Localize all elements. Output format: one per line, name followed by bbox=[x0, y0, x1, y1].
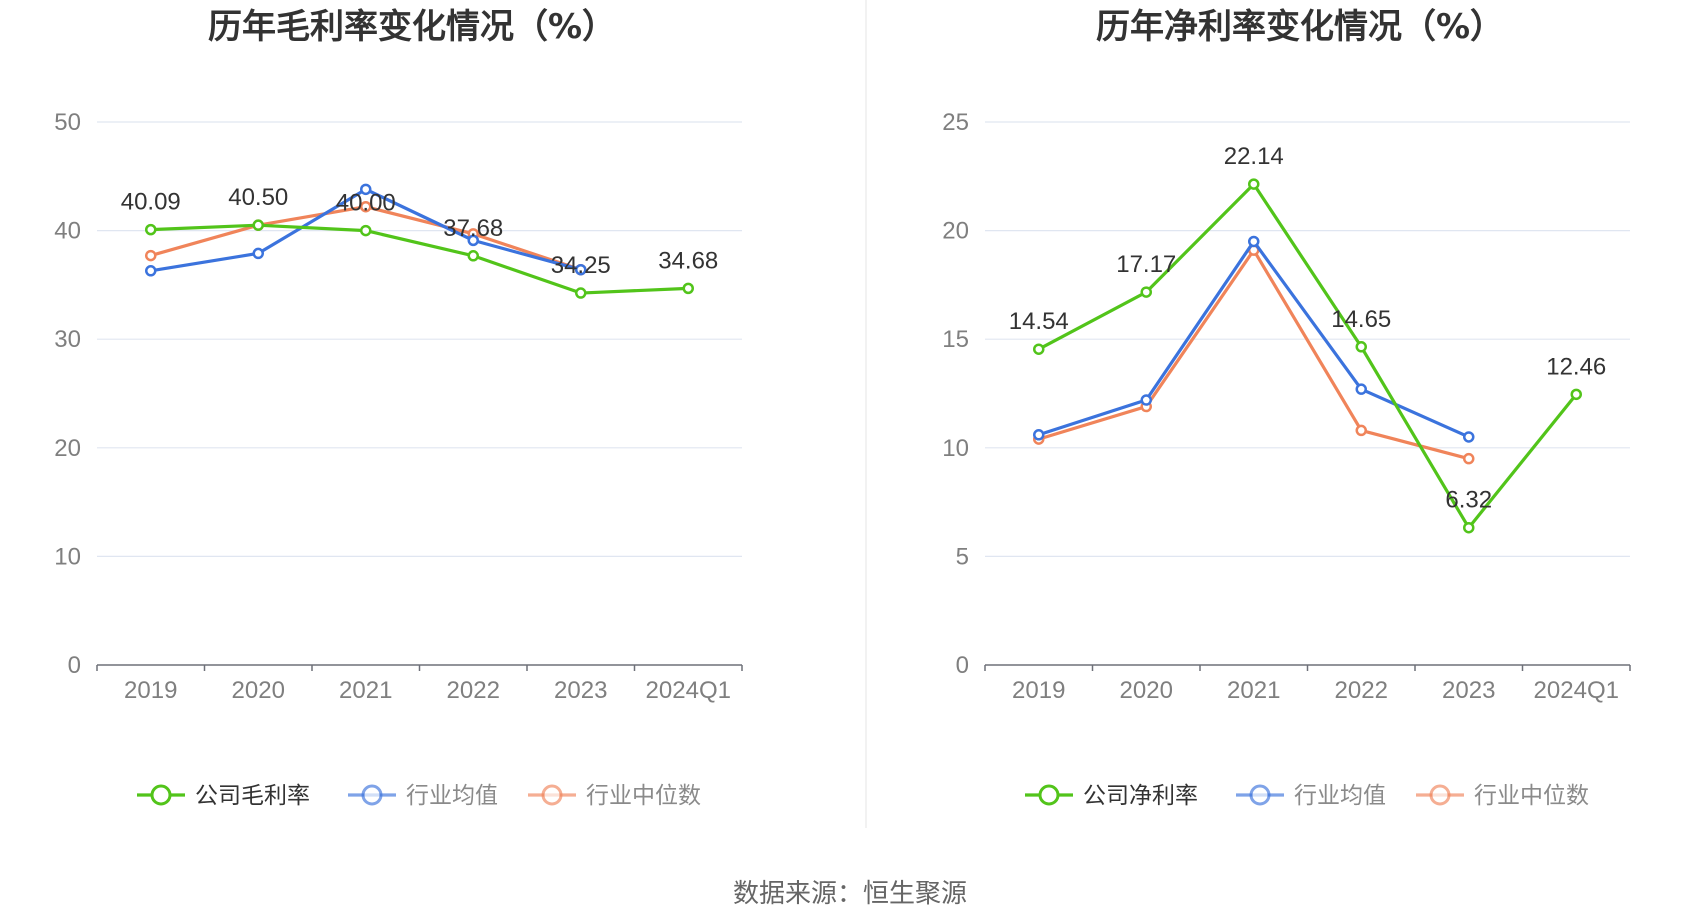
x-tick-label: 2022 bbox=[1335, 677, 1388, 704]
data-point bbox=[1570, 388, 1582, 401]
data-point bbox=[1248, 235, 1260, 248]
series-line bbox=[150, 223, 689, 295]
legend-marker bbox=[361, 784, 383, 806]
data-label: 40.50 bbox=[228, 184, 288, 211]
legend-label: 行业中位数 bbox=[586, 783, 701, 809]
data-point bbox=[360, 183, 372, 196]
data-point bbox=[1033, 343, 1045, 355]
data-point bbox=[1033, 429, 1045, 441]
chart-title: 历年净利率变化情况（%） bbox=[1096, 7, 1504, 47]
data-point bbox=[1248, 178, 1260, 190]
y-tick-label: 10 bbox=[54, 543, 81, 570]
y-tick-label: 25 bbox=[942, 109, 969, 136]
data-point bbox=[252, 219, 264, 231]
data-point bbox=[1140, 286, 1152, 298]
data-point bbox=[145, 223, 157, 236]
y-tick-label: 10 bbox=[942, 435, 969, 462]
data-point bbox=[360, 200, 372, 213]
data-point bbox=[145, 249, 157, 262]
y-tick-label: 30 bbox=[54, 326, 81, 353]
data-point bbox=[360, 224, 372, 237]
data-point bbox=[575, 287, 587, 299]
series-line bbox=[1037, 182, 1578, 530]
legend-label: 行业均值 bbox=[406, 783, 498, 809]
data-label: 22.14 bbox=[1224, 143, 1284, 170]
x-tick-label: 2023 bbox=[554, 677, 607, 704]
x-tick-label: 2022 bbox=[447, 677, 500, 704]
data-point bbox=[575, 263, 587, 276]
legend-item[interactable]: 行业均值 bbox=[348, 783, 498, 809]
x-tick-label: 2020 bbox=[1120, 677, 1173, 704]
data-label: 17.17 bbox=[1116, 251, 1176, 278]
data-label: 14.54 bbox=[1009, 308, 1069, 335]
legend-label: 公司净利率 bbox=[1083, 783, 1198, 809]
legend-marker bbox=[150, 784, 172, 806]
data-point bbox=[1463, 521, 1475, 534]
data-label: 34.68 bbox=[658, 247, 718, 274]
data-label: 14.65 bbox=[1331, 306, 1391, 333]
legend-marker bbox=[1038, 784, 1060, 806]
legend-label: 行业中位数 bbox=[1474, 783, 1589, 809]
data-label: 6.32 bbox=[1445, 487, 1492, 514]
data-point bbox=[1355, 383, 1367, 395]
y-tick-label: 15 bbox=[942, 326, 969, 353]
data-point bbox=[1140, 394, 1152, 406]
x-tick-label: 2024Q1 bbox=[1534, 677, 1619, 704]
legend-item[interactable]: 行业均值 bbox=[1236, 783, 1386, 809]
x-tick-label: 2023 bbox=[1442, 677, 1495, 704]
legend-item[interactable]: 行业中位数 bbox=[528, 783, 701, 809]
series-line bbox=[1038, 248, 1470, 461]
chart-title: 历年毛利率变化情况（%） bbox=[208, 7, 616, 47]
data-point bbox=[682, 282, 694, 295]
legend-marker bbox=[1249, 784, 1271, 806]
data-point bbox=[467, 234, 479, 247]
x-tick-label: 2019 bbox=[1012, 677, 1065, 704]
data-source-note: 数据来源：恒生聚源 bbox=[733, 879, 967, 909]
data-label: 37.68 bbox=[443, 215, 503, 242]
y-tick-label: 50 bbox=[54, 109, 81, 136]
legend-marker bbox=[541, 784, 563, 806]
y-tick-label: 5 bbox=[956, 543, 969, 570]
data-label: 40.09 bbox=[121, 189, 181, 216]
x-tick-label: 2020 bbox=[232, 677, 285, 704]
x-tick-label: 2021 bbox=[1227, 677, 1280, 704]
legend-item[interactable]: 公司毛利率 bbox=[137, 783, 310, 809]
data-point bbox=[145, 265, 157, 277]
data-point bbox=[252, 247, 264, 260]
y-tick-label: 20 bbox=[942, 218, 969, 245]
x-tick-label: 2024Q1 bbox=[646, 677, 731, 704]
y-tick-label: 0 bbox=[68, 652, 81, 679]
data-label: 40.00 bbox=[336, 190, 396, 217]
data-point bbox=[467, 250, 479, 262]
y-tick-label: 0 bbox=[956, 652, 969, 679]
data-point bbox=[1355, 424, 1367, 437]
legend-item[interactable]: 公司净利率 bbox=[1025, 783, 1198, 809]
x-tick-label: 2019 bbox=[124, 677, 177, 704]
y-tick-label: 40 bbox=[54, 218, 81, 245]
legend-marker bbox=[1429, 784, 1451, 806]
net-margin-chart: 历年净利率变化情况（%） 0 5 10 15 20 25 2019 2020 2021 2022 20… bbox=[942, 7, 1631, 809]
data-label: 12.46 bbox=[1546, 353, 1606, 380]
gross-margin-chart: 历年毛利率变化情况（%） 0 10 20 30 40 50 2019 2020 2021 2022 2… bbox=[54, 7, 743, 809]
legend-label: 公司毛利率 bbox=[195, 783, 310, 809]
y-tick-label: 20 bbox=[54, 435, 81, 462]
x-tick-label: 2021 bbox=[339, 677, 392, 704]
legend-label: 行业均值 bbox=[1294, 783, 1386, 809]
data-point bbox=[1463, 431, 1475, 443]
data-point bbox=[1355, 341, 1367, 353]
data-point bbox=[1463, 452, 1475, 465]
legend-item[interactable]: 行业中位数 bbox=[1416, 783, 1589, 809]
data-label: 34.25 bbox=[551, 252, 611, 279]
